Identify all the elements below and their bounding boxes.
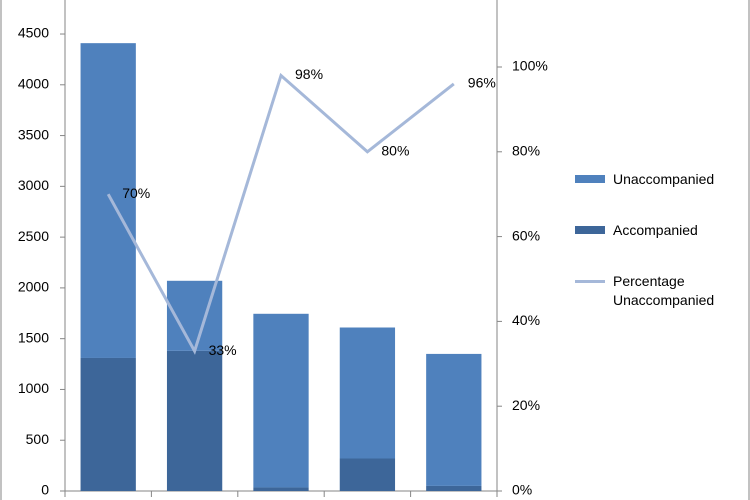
bar [253,313,309,488]
bar [80,43,136,358]
legend-label: Percentage Unaccompanied [613,273,715,308]
data-label: 33% [209,342,237,358]
y-tick-label: 3000 [18,177,49,193]
y-tick-label: 1000 [18,380,49,396]
y-tick-label: 4000 [18,75,49,91]
legend-label: Unaccompanied [613,171,715,187]
y2-tick-label: 20% [512,397,540,413]
legend-label: Accompanied [613,222,698,238]
legend: Unaccompanied Accompanied Percentage Unacc… [575,170,743,342]
y-tick-label: 3500 [18,126,49,142]
y-tick-label: 0 [41,482,49,498]
bar [80,357,136,491]
data-label: 98% [295,66,323,82]
y-tick-label: 2000 [18,279,49,295]
bar [426,485,482,491]
y-tick-label: 1500 [18,329,49,345]
legend-swatch [575,175,605,183]
legend-swatch [575,226,605,234]
bar [253,487,309,491]
legend-item: Percentage Unaccompanied [575,272,743,310]
data-label: 96% [468,75,496,91]
data-label: 70% [122,185,150,201]
legend-swatch [575,280,605,283]
bar [426,353,482,486]
y2-tick-label: 60% [512,227,540,243]
y2-tick-label: 40% [512,312,540,328]
y2-tick-label: 80% [512,142,540,158]
y-tick-label: 2500 [18,228,49,244]
y2-tick-label: 100% [512,58,548,74]
data-label: 80% [381,142,409,158]
legend-item: Accompanied [575,221,743,240]
line [106,72,455,355]
y-tick-label: 500 [26,431,50,447]
legend-item: Unaccompanied [575,170,743,189]
bar [166,350,223,491]
bar [339,458,396,491]
y2-tick-label: 0% [512,482,532,498]
bar [339,327,396,459]
y-tick-label: 4500 [18,25,49,41]
